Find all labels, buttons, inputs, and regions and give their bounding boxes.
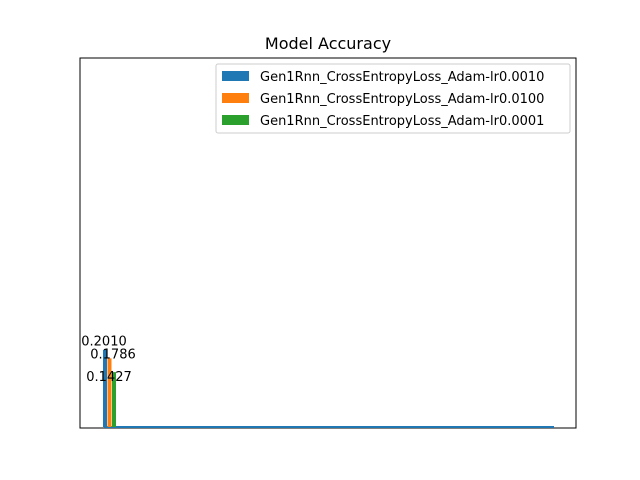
legend-swatch-3 <box>222 115 249 125</box>
legend-label-2: Gen1Rnn_CrossEntropyLoss_Adam-lr0.0100 <box>260 92 544 107</box>
legend-label-1: Gen1Rnn_CrossEntropyLoss_Adam-lr0.0010 <box>260 70 544 85</box>
bar-value-label-3: 0.1427 <box>86 370 132 385</box>
legend-box <box>215 63 571 134</box>
legend: Gen1Rnn_CrossEntropyLoss_Adam-lr0.0010 Ge… <box>215 63 571 134</box>
legend-swatch-1 <box>222 71 249 81</box>
legend-label-3: Gen1Rnn_CrossEntropyLoss_Adam-lr0.0001 <box>260 114 544 129</box>
bar-value-label-2: 0.1786 <box>90 347 136 362</box>
bar-value-label-1: 0.2010 <box>81 335 127 350</box>
bar-2 <box>107 358 112 427</box>
chart-title: Model Accuracy <box>265 34 391 53</box>
legend-swatch-2 <box>222 93 249 103</box>
bar-1 <box>103 349 107 427</box>
bar-3 <box>112 372 116 427</box>
